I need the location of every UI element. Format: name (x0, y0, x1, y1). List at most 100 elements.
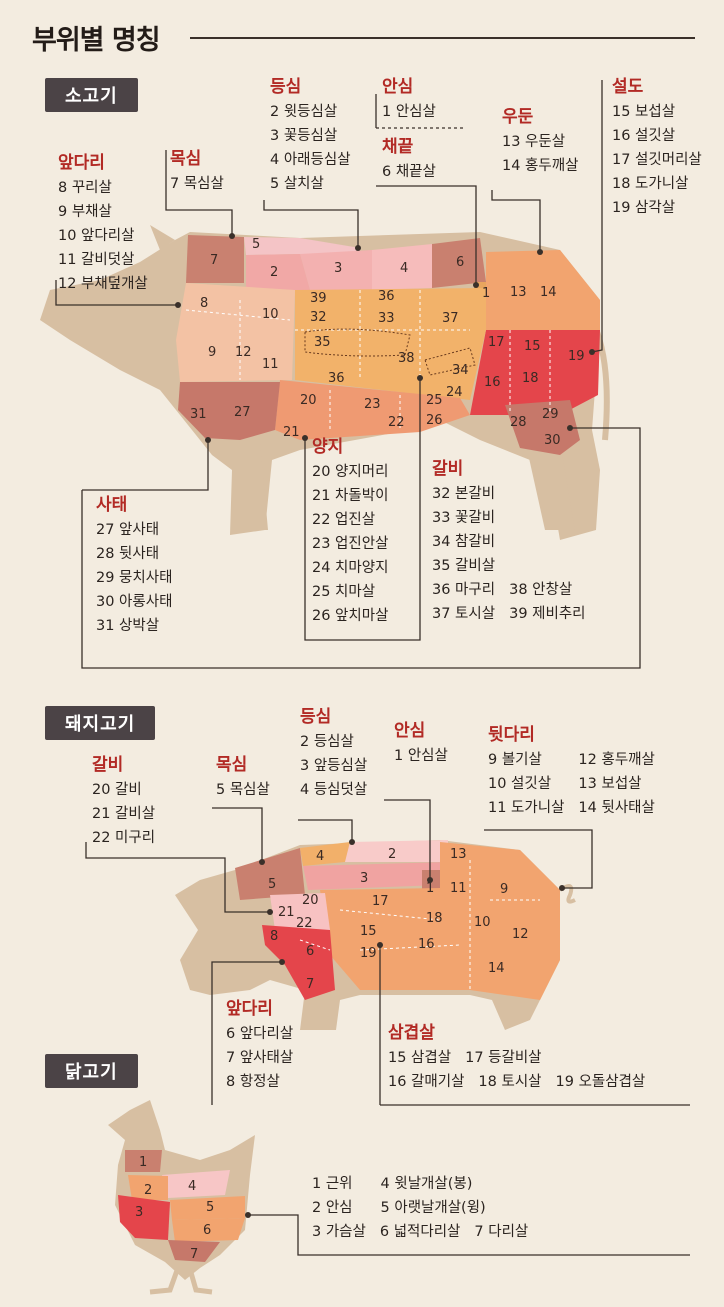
group-title: 우둔 (502, 107, 534, 127)
list-item: 7 앞사태살 (226, 1050, 294, 1066)
svg-text:39: 39 (310, 291, 327, 306)
group-title: 갈비 (92, 755, 124, 775)
list-item: 9 부채살 (58, 204, 112, 220)
list-item: 6 채끝살 (382, 164, 436, 180)
pork-region-4 (300, 842, 350, 866)
svg-text:29: 29 (542, 407, 559, 422)
svg-text:16: 16 (418, 937, 435, 952)
beef-region-13-14 (486, 250, 600, 330)
svg-text:35: 35 (314, 335, 331, 350)
list-item: 19 삼각살 (612, 200, 676, 216)
svg-text:13: 13 (510, 285, 527, 300)
list-item: 28 뒷사태 (96, 546, 160, 562)
group-title: 삼겹살 (388, 1023, 435, 1043)
beef-round-group: 설도 15 보섭살 16 설깃살 17 설깃머리살 18 도가니살 19 삼각살 (612, 74, 702, 220)
svg-text:15: 15 (360, 924, 377, 939)
list-item: 8 꾸리살 (58, 180, 112, 196)
pork-region-15-19 (320, 888, 470, 990)
list-item: 4 등심덧살 (300, 782, 368, 798)
svg-text:17: 17 (488, 335, 505, 350)
list-item: 3 앞등심살 (300, 758, 368, 774)
list-item: 16 설깃살 (612, 128, 676, 144)
svg-text:7: 7 (210, 253, 218, 268)
list-item: 36 마구리 (432, 582, 496, 598)
svg-text:15: 15 (524, 339, 541, 354)
svg-text:38: 38 (398, 351, 415, 366)
group-title: 앞다리 (58, 153, 105, 173)
beef-ribs-group: 갈비 32 본갈비 38 안창살 33 꽃갈비 34 참갈비 35 갈비살 36… (432, 456, 586, 626)
list-item: 31 상박살 (96, 618, 160, 634)
svg-text:6: 6 (203, 1223, 211, 1238)
svg-text:1: 1 (482, 286, 490, 301)
list-item: 11 갈비덧살 (58, 252, 135, 268)
list-item: 14 홍두깨살 (502, 158, 579, 174)
chicken-region-5 (170, 1196, 245, 1220)
svg-text:21: 21 (278, 905, 295, 920)
list-item: 18 도가니살 (612, 176, 689, 192)
list-item: 26 앞치마살 (312, 608, 389, 624)
list-item: 5 살치살 (270, 176, 324, 192)
svg-text:7: 7 (306, 977, 314, 992)
chicken-region-2 (128, 1175, 168, 1200)
pork-leader-lines (85, 799, 690, 1106)
list-item: 32 본갈비 (432, 486, 496, 502)
svg-text:31: 31 (190, 407, 207, 422)
svg-text:11: 11 (450, 881, 467, 896)
list-item: 2 등심살 (300, 734, 354, 750)
group-title: 양지 (312, 437, 344, 457)
svg-text:1: 1 (426, 881, 434, 896)
group-title: 갈비 (432, 459, 464, 479)
list-item: 35 갈비살 (432, 558, 496, 574)
group-title: 등심 (270, 77, 302, 97)
rib-hatch-34 (424, 347, 476, 376)
list-item: 11 도가니살 (488, 800, 565, 816)
group-title: 안심 (394, 721, 426, 741)
pork-region-2 (345, 840, 448, 862)
list-item: 18 토시살 (478, 1074, 542, 1090)
svg-text:8: 8 (270, 929, 278, 944)
pork-front-leg-group: 앞다리 6 앞다리살 7 앞사태살 8 항정살 (226, 996, 293, 1094)
list-item: 24 치마양지 (312, 560, 389, 576)
svg-text:24: 24 (446, 385, 463, 400)
svg-text:4: 4 (316, 849, 324, 864)
beef-region-2 (246, 254, 310, 290)
svg-text:28: 28 (510, 415, 527, 430)
list-item: 12 홍두깨살 (578, 752, 655, 768)
list-item: 20 양지머리 (312, 464, 389, 480)
list-item: 1 안심살 (394, 748, 448, 764)
group-title: 설도 (612, 77, 644, 97)
beef-region-3 (300, 250, 372, 290)
list-item: 37 토시살 (432, 606, 496, 622)
chicken-badge: 닭고기 (45, 1054, 138, 1088)
group-title: 뒷다리 (488, 725, 535, 745)
chicken-region-7 (168, 1240, 220, 1262)
svg-text:12: 12 (235, 345, 252, 360)
beef-brisket-group: 양지 20 양지머리 21 차돌박이 22 업진살 23 업진안살 24 치마양… (312, 434, 388, 628)
pork-region-20-22 (270, 893, 330, 930)
list-item: 15 삼겹살 (388, 1050, 452, 1066)
list-item: 22 업진살 (312, 512, 376, 528)
svg-text:12: 12 (512, 927, 529, 942)
group-title: 앞다리 (226, 999, 273, 1019)
beef-badge: 소고기 (45, 78, 138, 112)
svg-text:27: 27 (234, 405, 251, 420)
svg-text:17: 17 (372, 894, 389, 909)
cow-front-leg (232, 440, 268, 530)
list-item: 14 뒷사태살 (578, 800, 655, 816)
pork-belly-group: 삼겹살 15 삼겹살 17 등갈비살 16 갈매기살 18 토시살 19 오돌삼… (388, 1020, 645, 1094)
group-title: 등심 (300, 707, 332, 727)
list-item: 29 뭉치사태 (96, 570, 173, 586)
list-item: 1 근위 (312, 1176, 353, 1192)
svg-text:30: 30 (544, 433, 561, 448)
list-item: 2 안심 (312, 1200, 353, 1216)
list-item: 6 넓적다리살 (379, 1224, 461, 1240)
list-item: 17 등갈비살 (465, 1050, 542, 1066)
svg-text:3: 3 (135, 1205, 143, 1220)
list-item: 39 제비추리 (509, 606, 586, 622)
svg-text:5: 5 (268, 877, 276, 892)
beef-region-6 (432, 238, 486, 288)
list-item: 21 갈비살 (92, 806, 156, 822)
svg-text:26: 26 (426, 413, 443, 428)
